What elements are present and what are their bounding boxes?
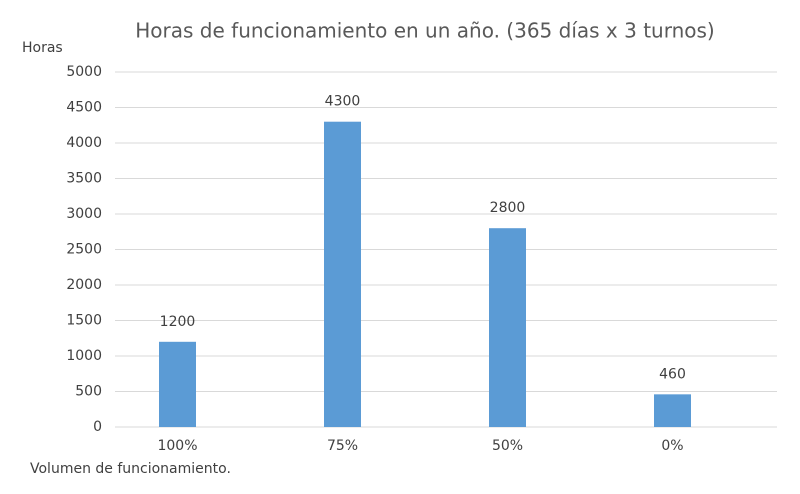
y-tick-label: 1000 (66, 348, 102, 364)
data-label: 1200 (160, 314, 196, 330)
bar (654, 394, 691, 427)
data-label: 2800 (490, 200, 526, 216)
y-tick-label: 4500 (66, 100, 102, 116)
y-tick-label: 4000 (66, 135, 102, 151)
x-tick-label: 50% (492, 438, 523, 454)
y-tick-label: 2000 (66, 277, 102, 293)
y-tick-label: 3500 (66, 171, 102, 187)
y-tick-label: 2500 (66, 242, 102, 258)
chart-title: Horas de funcionamiento en un año. (365 … (135, 19, 714, 43)
y-axis-label: Horas (22, 40, 63, 56)
data-label: 460 (659, 366, 686, 382)
x-tick-label: 75% (327, 438, 358, 454)
y-tick-label: 1500 (66, 313, 102, 329)
x-axis-label: Volumen de funcionamiento. (30, 461, 231, 477)
bar (489, 228, 526, 427)
x-tick-label: 100% (157, 438, 197, 454)
bar (324, 121, 361, 427)
data-label: 4300 (325, 94, 361, 110)
x-tick-label: 0% (661, 438, 683, 454)
bar (159, 341, 196, 427)
y-tick-label: 5000 (66, 64, 102, 80)
y-tick-label: 3000 (66, 206, 102, 222)
y-tick-label: 0 (93, 419, 102, 435)
y-tick-label: 500 (75, 384, 102, 400)
